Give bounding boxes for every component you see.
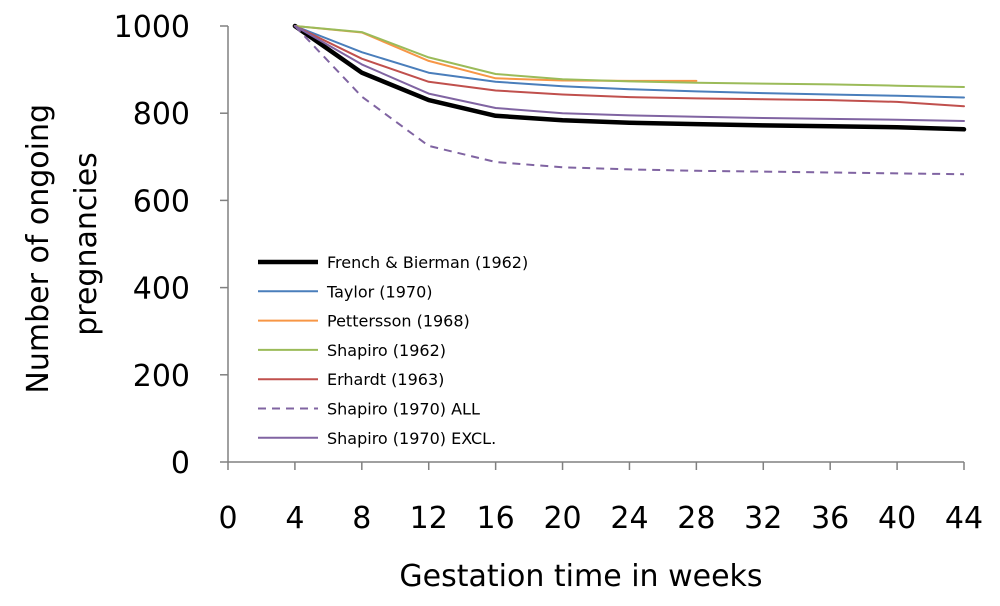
x-tick-label: 0 xyxy=(218,501,237,536)
x-tick-label: 16 xyxy=(477,501,515,536)
x-axis-title: Gestation time in weeks xyxy=(399,559,762,594)
legend: French & Bierman (1962) Taylor (1970) Pett… xyxy=(258,253,528,448)
x-tick-label: 4 xyxy=(285,501,304,536)
y-axis-title: Number of ongoing pregnancies xyxy=(21,94,104,393)
legend-label: Erhardt (1963) xyxy=(327,370,444,389)
series-line-3 xyxy=(293,25,698,82)
y-tick-label: 1000 xyxy=(114,10,190,45)
y-tick-label: 200 xyxy=(133,359,190,394)
y-tick-label: 0 xyxy=(171,446,190,481)
series-line-6 xyxy=(294,25,965,176)
legend-label: Taylor (1970) xyxy=(326,282,433,301)
x-ticks: 0 4 8 12 16 20 24 28 32 36 40 44 xyxy=(218,462,983,536)
legend-label: Pettersson (1968) xyxy=(327,312,470,331)
legend-label: Shapiro (1962) xyxy=(327,341,446,360)
series-line-2 xyxy=(293,25,965,99)
x-tick-label: 36 xyxy=(811,501,849,536)
y-tick-label: 800 xyxy=(133,97,190,132)
x-tick-label: 8 xyxy=(352,501,371,536)
x-tick-label: 28 xyxy=(677,501,715,536)
x-tick-label: 12 xyxy=(410,501,448,536)
y-axis-title-line-1: Number of ongoing xyxy=(21,104,56,394)
y-ticks: 0 200 400 600 800 1000 xyxy=(114,10,228,481)
series-line-4 xyxy=(293,25,965,88)
x-tick-label: 44 xyxy=(945,501,983,536)
x-tick-label: 24 xyxy=(610,501,648,536)
y-axis-title-line-2: pregnancies xyxy=(69,152,104,336)
series-line-5 xyxy=(293,25,965,108)
series-line-1 xyxy=(292,23,967,132)
x-tick-label: 20 xyxy=(543,501,581,536)
x-tick-label: 40 xyxy=(878,501,916,536)
series-line-7 xyxy=(293,25,965,122)
legend-label: French & Bierman (1962) xyxy=(327,253,528,272)
plot-lines xyxy=(292,23,967,176)
axes xyxy=(227,26,964,463)
y-tick-label: 600 xyxy=(133,184,190,219)
y-tick-label: 400 xyxy=(133,272,190,307)
legend-label: Shapiro (1970) EXCL. xyxy=(327,429,496,448)
legend-label: Shapiro (1970) ALL xyxy=(327,400,480,419)
x-tick-label: 32 xyxy=(744,501,782,536)
